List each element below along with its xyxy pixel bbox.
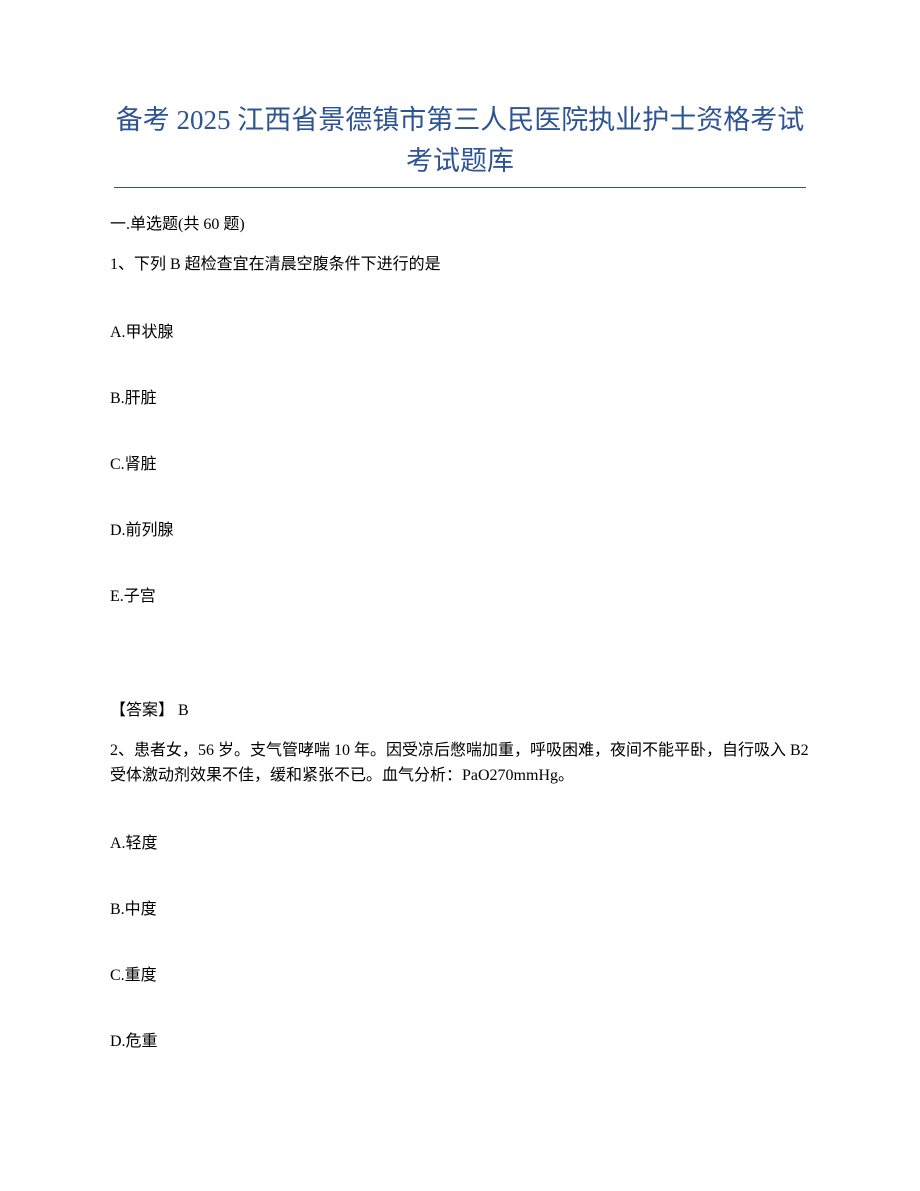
section-header: 一.单选题(共 60 题) (110, 210, 810, 234)
question-1-option-c: C.肾脏 (110, 450, 810, 474)
question-2-option-a: A.轻度 (110, 829, 810, 853)
question-2-option-c: C.重度 (110, 961, 810, 985)
question-1-option-a: A.甲状腺 (110, 318, 810, 342)
title-line-1: 备考 2025 江西省景德镇市第三人民医院执业护士资格考试 (116, 105, 805, 135)
question-1-option-b: B.肝脏 (110, 384, 810, 408)
question-1-stem: 1、下列 B 超检查宜在清晨空腹条件下进行的是 (110, 252, 810, 278)
title-underline (114, 187, 806, 188)
title-line-2: 考试题库 (406, 146, 514, 176)
document-page: 备考 2025 江西省景德镇市第三人民医院执业护士资格考试 考试题库 一.单选题… (0, 0, 920, 1153)
question-2-option-b: B.中度 (110, 895, 810, 919)
question-2-stem: 2、患者女，56 岁。支气管哮喘 10 年。因受凉后憋喘加重，呼吸困难，夜间不能… (110, 738, 810, 789)
question-1-answer: 【答案】 B (110, 696, 810, 720)
question-1-option-d: D.前列腺 (110, 516, 810, 540)
page-title: 备考 2025 江西省景德镇市第三人民医院执业护士资格考试 考试题库 (110, 100, 810, 181)
question-2-option-d: D.危重 (110, 1027, 810, 1051)
question-1-option-e: E.子宫 (110, 582, 810, 606)
